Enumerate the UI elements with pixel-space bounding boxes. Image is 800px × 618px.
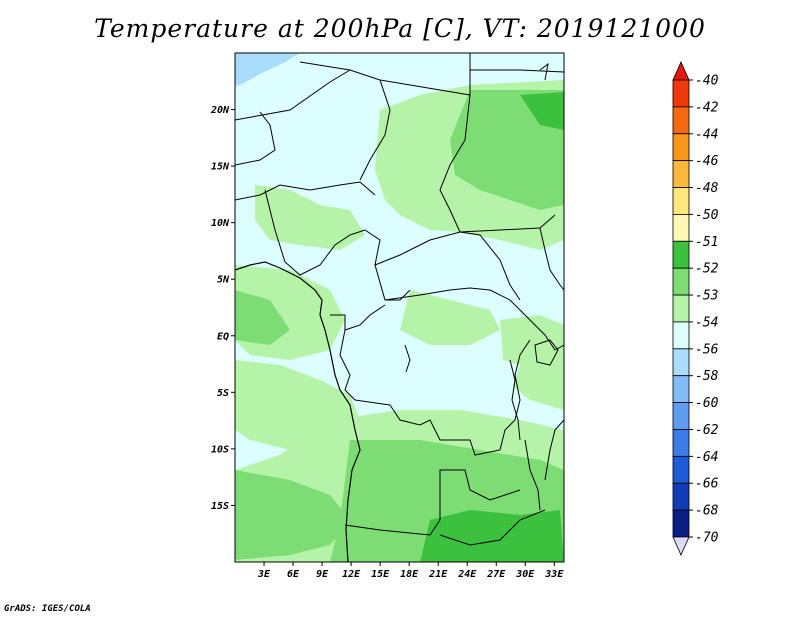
colorbar-segment [672, 133, 690, 162]
colorbar-segment [672, 214, 690, 242]
colorbar-top-arrow [672, 61, 690, 81]
lat-tick-label: 5N [217, 275, 230, 286]
lon-tick-label: 12E [342, 569, 361, 580]
lon-tick-label: 27E [486, 569, 506, 580]
colorbar-segment [672, 79, 690, 108]
colorbar-segment [672, 455, 690, 484]
colorbar-label: -70 [695, 531, 719, 546]
colorbar-label: -58 [695, 369, 719, 384]
colorbar-label: -64 [695, 450, 718, 465]
lat-tick-label: 10S [211, 444, 229, 455]
colorbar-segment [672, 348, 690, 377]
lon-tick-label: 33E [544, 569, 564, 580]
colorbar-segment [672, 160, 690, 188]
lon-tick-label: 6E [287, 569, 300, 580]
colorbar-segment [672, 509, 690, 538]
colorbar-label: -66 [695, 477, 719, 492]
field-minus51-regions [420, 92, 564, 562]
map-area [235, 53, 564, 562]
colorbar-label: -48 [695, 181, 719, 196]
lon-tick-label: 15E [371, 569, 390, 580]
lon-tick-label: 21E [428, 569, 448, 580]
colorbar-segment [672, 429, 690, 457]
lon-tick-label: 18E [400, 569, 419, 580]
lat-tick-label: 5S [217, 388, 229, 399]
lat-tick-label: EQ [217, 331, 229, 342]
lat-tick-label: 10N [211, 218, 230, 229]
colorbar-segment [672, 402, 690, 430]
colorbar-label: -56 [695, 342, 719, 357]
lakes [404, 339, 559, 511]
colorbar-label: -62 [695, 423, 719, 438]
lat-tick-label: 15S [211, 501, 229, 512]
colorbar-segment [672, 294, 690, 323]
colorbar-label: -42 [695, 100, 719, 115]
latitude-axis: 20N 15N 10N 5N EQ 5S 10S 15S [210, 105, 235, 512]
map-frame [234, 52, 565, 563]
colorbar-segment [672, 267, 690, 296]
colorbar-segment [672, 375, 690, 403]
lat-tick-label: 20N [210, 105, 230, 116]
lon-tick-label: 30E [515, 569, 535, 580]
atlantic-coastline [235, 261, 361, 562]
field-minus56-patch [235, 53, 300, 86]
colorbar-label: -40 [695, 74, 719, 89]
field-minus54-patches [400, 240, 540, 405]
colorbar-label: -51 [695, 235, 718, 250]
lat-tick-label: 15N [211, 162, 230, 173]
colorbar-label: -68 [695, 504, 719, 519]
colorbar-segment [672, 187, 690, 215]
credit-text: GrADS: IGES/COLA [4, 604, 91, 614]
red-sea-coast [539, 62, 549, 81]
colorbar-label: -44 [695, 127, 718, 142]
colorbar-segment [672, 106, 690, 135]
colorbar-segment [672, 240, 690, 269]
colorbar-segment [672, 321, 690, 350]
colorbar-bottom-arrow [672, 536, 690, 556]
lon-tick-label: 3E [257, 569, 271, 580]
colorbar-label: -54 [695, 315, 718, 330]
longitude-axis: 3E 6E 9E 12E 15E 18E 21E 24E 27E 30E 33E [257, 562, 564, 580]
colorbar-segment [672, 482, 690, 511]
colorbar-label: -53 [695, 289, 718, 304]
country-borders [235, 53, 564, 546]
page-title: Temperature at 200hPa [C], VT: 201912100… [94, 14, 706, 43]
colorbar: -40 -42 -44 -46 -48 -50 -51 -52 -53 -54 -56 -58 -60 -… [672, 61, 719, 556]
lon-tick-label: 9E [316, 569, 329, 580]
colorbar-label: -52 [695, 262, 719, 277]
colorbar-label: -50 [695, 208, 719, 223]
colorbar-label: -46 [695, 154, 719, 169]
lon-tick-label: 24E [457, 569, 477, 580]
colorbar-label: -60 [695, 396, 719, 411]
